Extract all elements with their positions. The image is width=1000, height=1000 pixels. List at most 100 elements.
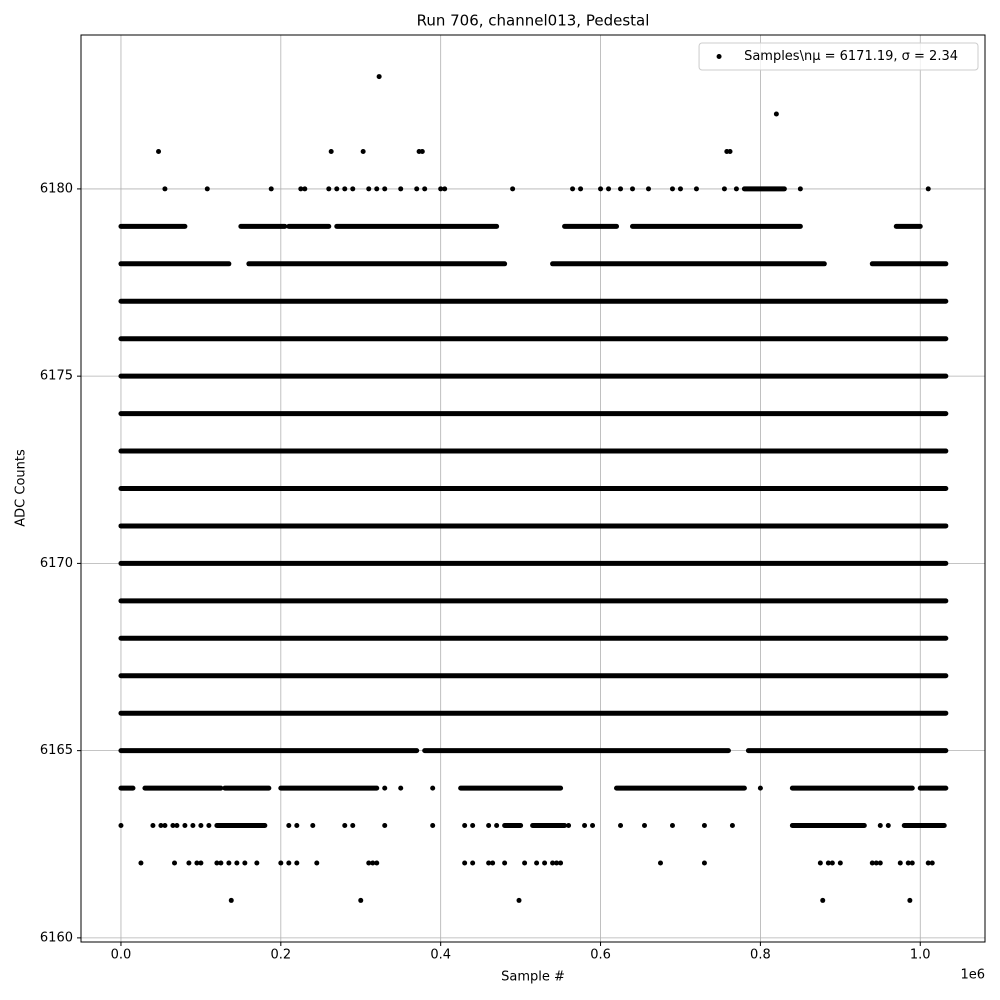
sample-point bbox=[630, 186, 636, 192]
sample-point bbox=[677, 186, 683, 192]
sample-point bbox=[929, 860, 935, 866]
legend-label: Samples\nμ = 6171.19, σ = 2.34 bbox=[744, 49, 958, 64]
sample-point bbox=[194, 860, 200, 866]
sample-point bbox=[350, 186, 356, 192]
sample-point bbox=[542, 860, 548, 866]
sample-point bbox=[494, 823, 500, 829]
x-tick-label: 0.6 bbox=[590, 948, 611, 963]
y-tick-label: 6170 bbox=[40, 556, 73, 571]
sample-point bbox=[278, 860, 284, 866]
y-tick-label: 6165 bbox=[40, 743, 73, 758]
sample-point bbox=[820, 897, 826, 903]
legend: Samples\nμ = 6171.19, σ = 2.34 bbox=[698, 42, 979, 71]
sample-point bbox=[522, 860, 528, 866]
sample-point bbox=[310, 823, 316, 829]
sample-point bbox=[342, 823, 348, 829]
sample-point bbox=[877, 823, 883, 829]
sample-point bbox=[162, 823, 168, 829]
sample-point bbox=[925, 860, 931, 866]
sample-point bbox=[350, 823, 356, 829]
sample-point bbox=[156, 148, 162, 154]
sample-point bbox=[618, 823, 624, 829]
sample-point bbox=[510, 186, 516, 192]
y-tick-label: 6180 bbox=[40, 181, 73, 196]
sample-point bbox=[657, 860, 663, 866]
sample-point bbox=[701, 860, 707, 866]
sample-point bbox=[905, 860, 911, 866]
sample-point bbox=[873, 860, 879, 866]
sample-point bbox=[550, 860, 556, 866]
sample-point bbox=[218, 860, 224, 866]
legend-box bbox=[698, 42, 979, 71]
sample-point bbox=[326, 186, 332, 192]
x-tick-label: 0.4 bbox=[430, 948, 451, 963]
sample-point bbox=[669, 186, 675, 192]
sample-point bbox=[885, 823, 891, 829]
sample-point bbox=[693, 186, 699, 192]
sample-point bbox=[382, 823, 388, 829]
sample-point bbox=[470, 860, 476, 866]
sample-point bbox=[757, 785, 763, 791]
sample-point bbox=[182, 823, 188, 829]
sample-point bbox=[328, 148, 334, 154]
sample-point bbox=[570, 186, 576, 192]
sample-point bbox=[701, 823, 707, 829]
sample-point bbox=[773, 111, 779, 117]
sample-point bbox=[172, 860, 178, 866]
sample-point bbox=[398, 186, 404, 192]
sample-point bbox=[206, 823, 212, 829]
sample-point bbox=[302, 186, 308, 192]
sample-point bbox=[382, 186, 388, 192]
sample-point bbox=[366, 860, 372, 866]
sample-point bbox=[470, 823, 476, 829]
sample-point bbox=[566, 823, 572, 829]
sample-point bbox=[438, 186, 444, 192]
sample-point bbox=[869, 860, 875, 866]
x-multiplier: 1e6 bbox=[960, 968, 985, 983]
sample-point bbox=[376, 74, 382, 80]
sample-point bbox=[430, 823, 436, 829]
sample-point bbox=[733, 186, 739, 192]
sample-point bbox=[382, 785, 388, 791]
legend-marker bbox=[716, 54, 722, 59]
sample-point bbox=[442, 186, 448, 192]
sample-point bbox=[590, 823, 596, 829]
sample-point bbox=[398, 785, 404, 791]
sample-point bbox=[268, 186, 274, 192]
sample-point bbox=[907, 897, 913, 903]
sample-point bbox=[558, 860, 564, 866]
sample-point bbox=[370, 860, 376, 866]
sample-point bbox=[825, 860, 831, 866]
plot-frame bbox=[80, 34, 986, 943]
sample-point bbox=[174, 823, 180, 829]
sample-point bbox=[877, 860, 883, 866]
sample-point bbox=[925, 186, 931, 192]
sample-point bbox=[360, 148, 366, 154]
sample-point bbox=[797, 186, 803, 192]
sample-point bbox=[214, 860, 220, 866]
sample-point bbox=[294, 823, 300, 829]
sample-point bbox=[837, 860, 843, 866]
sample-point bbox=[598, 186, 604, 192]
sample-point bbox=[829, 860, 835, 866]
sample-point bbox=[490, 860, 496, 866]
sample-point bbox=[286, 860, 292, 866]
sample-point bbox=[358, 897, 364, 903]
sample-point bbox=[462, 823, 468, 829]
sample-point bbox=[228, 897, 234, 903]
sample-point bbox=[729, 823, 735, 829]
sample-point bbox=[254, 860, 260, 866]
sample-point bbox=[286, 823, 292, 829]
sample-point bbox=[198, 860, 204, 866]
sample-point bbox=[462, 860, 468, 866]
sample-point bbox=[642, 823, 648, 829]
sample-point bbox=[374, 860, 380, 866]
sample-point bbox=[314, 860, 320, 866]
sample-point bbox=[554, 860, 560, 866]
sample-point bbox=[606, 186, 612, 192]
y-axis-label: ADC Counts bbox=[14, 449, 29, 527]
sample-point bbox=[186, 860, 192, 866]
sample-point bbox=[486, 860, 492, 866]
sample-point bbox=[170, 823, 176, 829]
